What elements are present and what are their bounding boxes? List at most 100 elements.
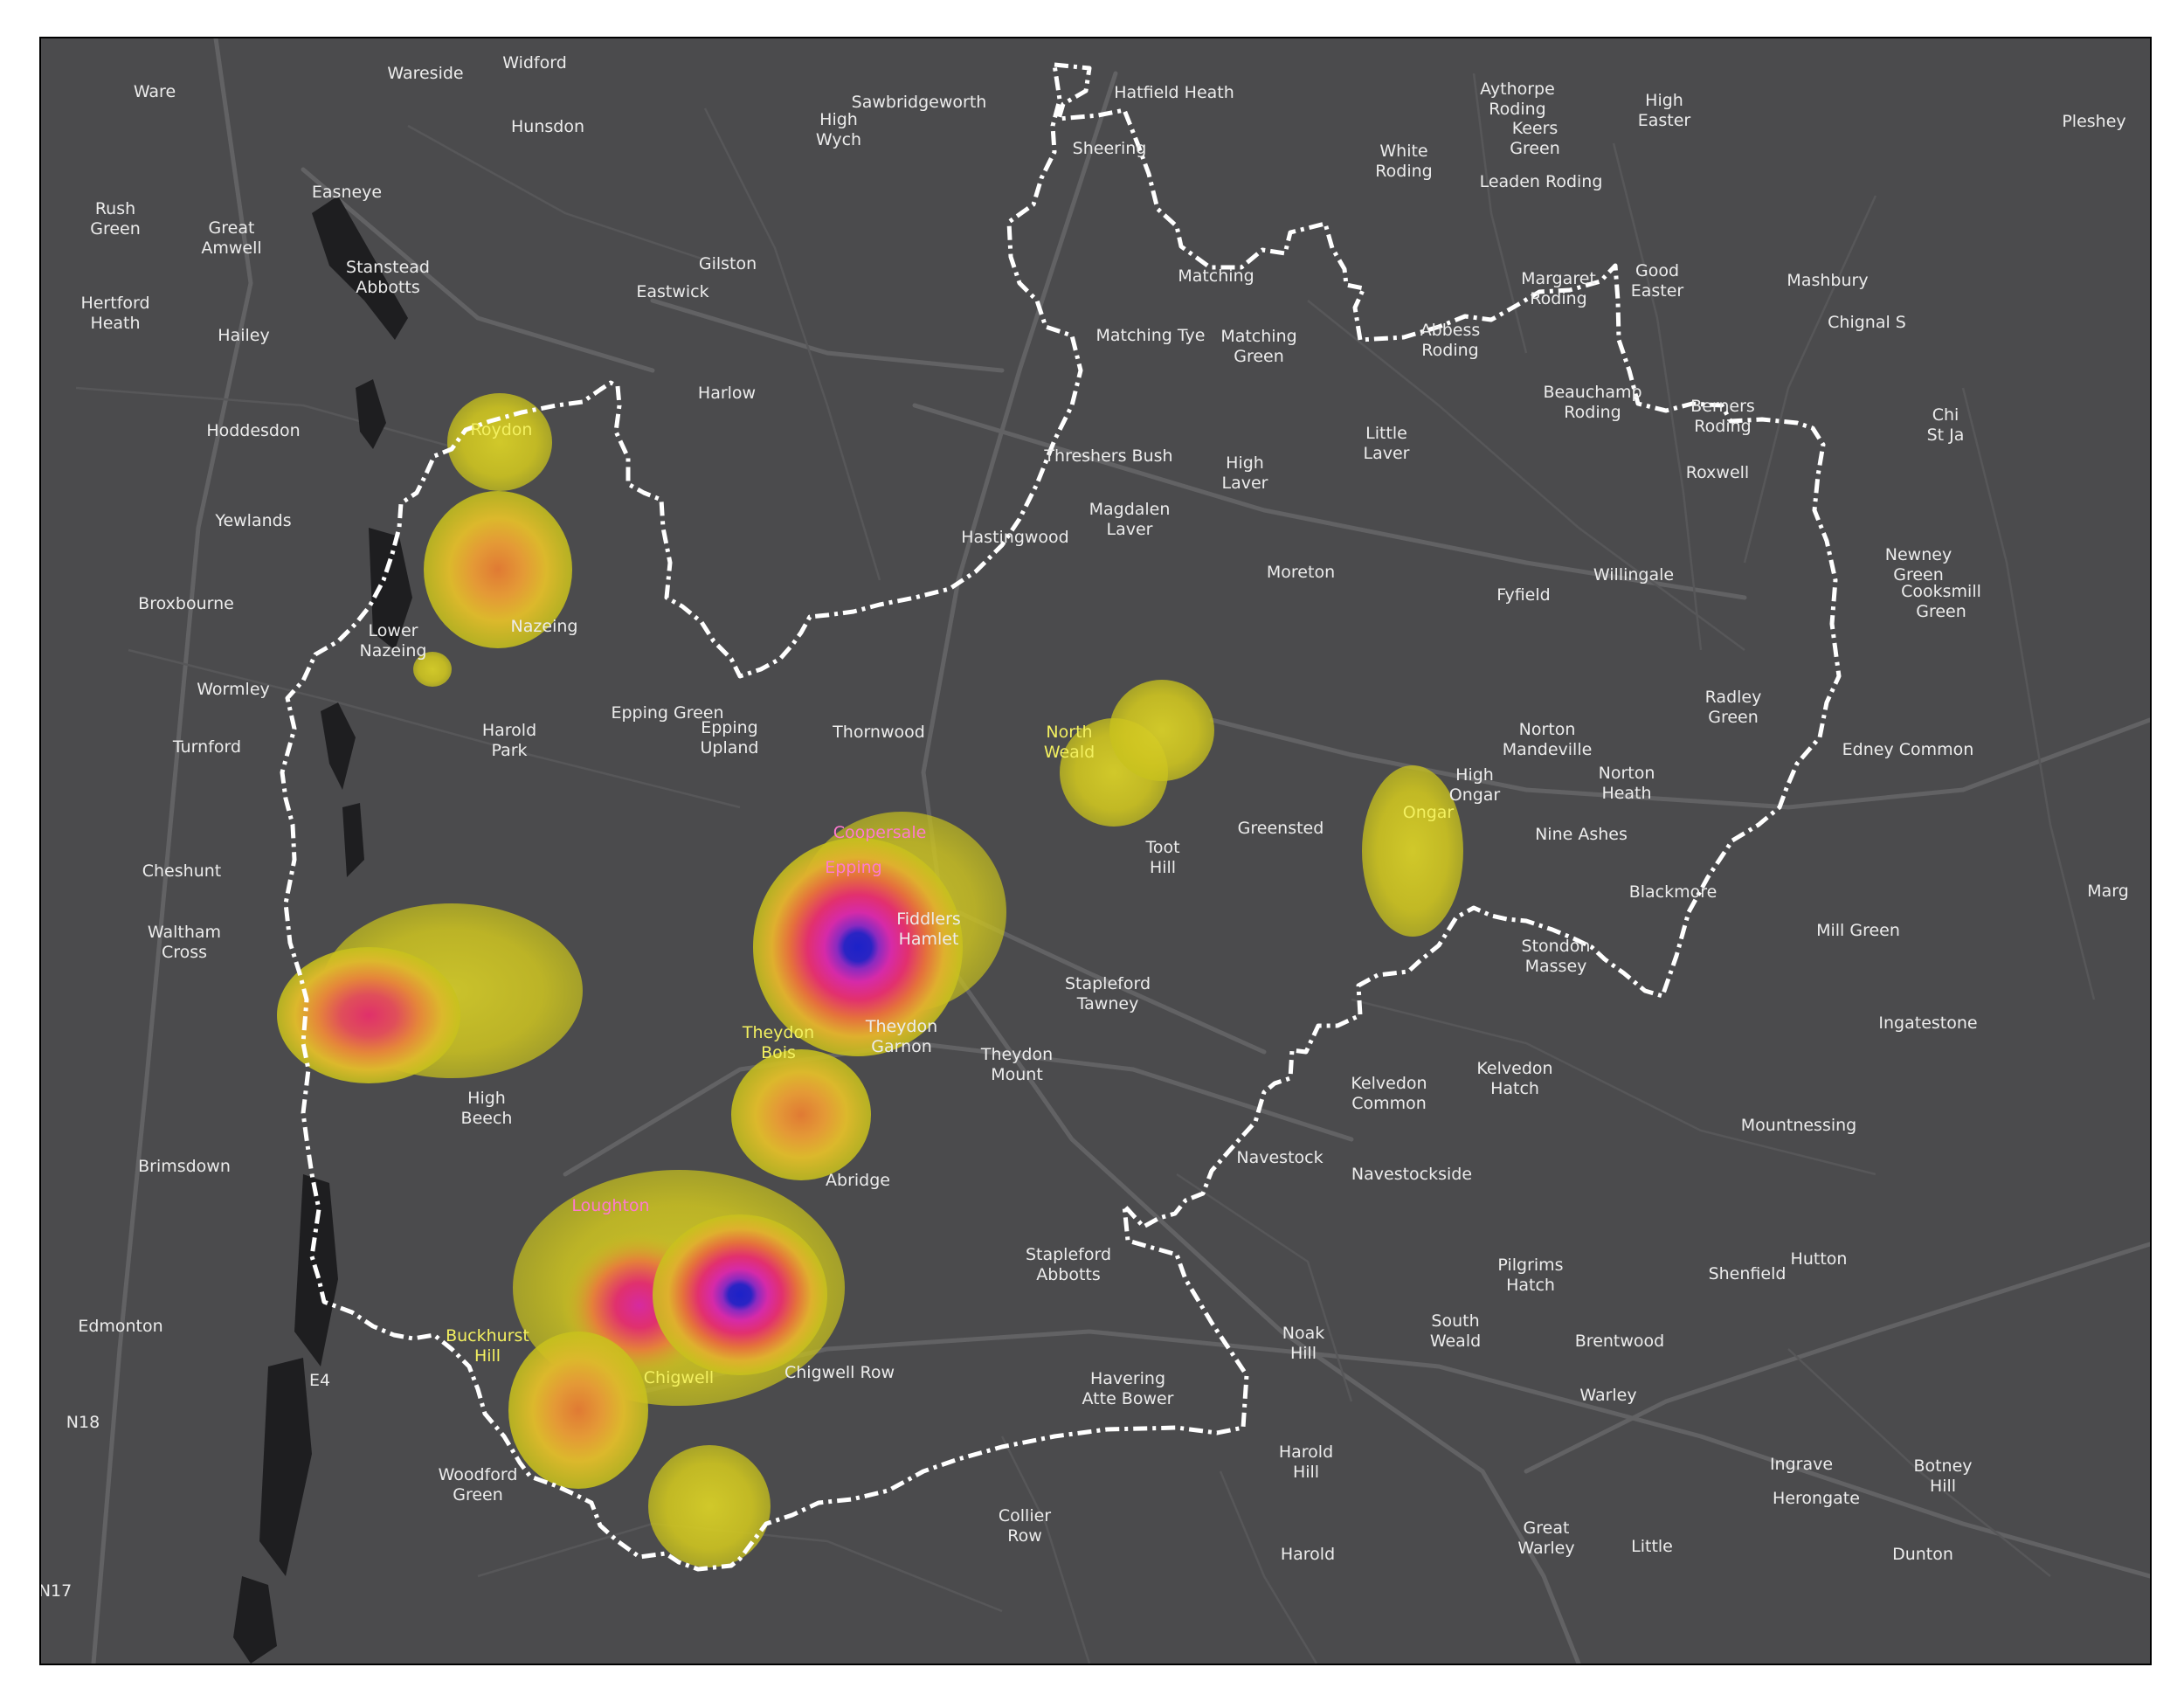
- place-label-line: High: [1455, 765, 1494, 785]
- place-label-line: Abbotts: [356, 278, 420, 297]
- place-label-line: Green: [1893, 565, 1944, 585]
- place-label-line: Hastingwood: [961, 528, 1069, 547]
- place-label-line: Wareside: [387, 64, 463, 83]
- place-label-line: Heath: [1601, 784, 1651, 803]
- place-label-line: Greensted: [1238, 819, 1324, 838]
- place-label-line: Chi: [1932, 405, 1959, 425]
- place-label-line: Roding: [1421, 341, 1478, 360]
- place-label-chigwell: Chigwell: [644, 1368, 714, 1387]
- place-label-line: Waltham: [148, 923, 221, 942]
- place-label-line: Roding: [1694, 417, 1751, 436]
- place-labels: Wareside Widford Ware Hunsdon Sawbridgeworth…: [41, 53, 2129, 1601]
- place-label-line: Mandeville: [1503, 740, 1593, 759]
- place-label-line: Garnon: [871, 1037, 932, 1056]
- place-label-line: Cooksmill: [1901, 582, 1981, 601]
- place-label-fiddlers-hamlet: Fiddlers Hamlet: [896, 910, 961, 949]
- place-label-line: Hunsdon: [511, 117, 584, 136]
- place-label-epping-green: Epping Green: [611, 703, 723, 723]
- place-label-line: Fiddlers: [896, 910, 961, 929]
- place-label-sheering: Sheering: [1073, 139, 1147, 158]
- place-label-hoddesdon: Hoddesdon: [206, 421, 300, 440]
- place-label-line: Hill: [1293, 1463, 1319, 1482]
- place-label-line: Cheshunt: [142, 861, 221, 881]
- place-label-abridge: Abridge: [826, 1171, 890, 1190]
- place-label-norton-heath: Norton Heath: [1599, 764, 1655, 803]
- place-label-n18: N18: [66, 1413, 100, 1432]
- place-label-line: Common: [1351, 1094, 1427, 1113]
- place-label-line: St Ja: [1927, 425, 1965, 445]
- place-label-line: Willingale: [1593, 565, 1674, 585]
- place-label-line: Abridge: [826, 1171, 890, 1190]
- place-label-leaden-roding: Leaden Roding: [1480, 172, 1603, 191]
- place-label-line: Theydon: [865, 1017, 937, 1036]
- place-label-line: Ingrave: [1770, 1455, 1833, 1474]
- place-label-chi-st-ja: Chi St Ja: [1927, 405, 1965, 445]
- place-label-ingrave: Ingrave: [1770, 1455, 1833, 1474]
- place-label-line: Edney Common: [1842, 740, 1974, 759]
- place-label-chigwell-row: Chigwell Row: [784, 1363, 895, 1382]
- place-label-high-laver: High Laver: [1222, 453, 1268, 493]
- place-label-line: Woodford: [439, 1465, 518, 1484]
- place-label-high-wych: High Wych: [816, 110, 861, 149]
- place-label-line: Bois: [761, 1043, 796, 1062]
- place-label-theydon-mount: Theydon Mount: [980, 1045, 1053, 1084]
- place-label-line: Threshers Bush: [1043, 446, 1172, 466]
- place-label-south-weald: South Weald: [1430, 1311, 1481, 1351]
- place-label-mashbury: Mashbury: [1787, 271, 1868, 290]
- place-label-line: Hatch: [1490, 1079, 1539, 1098]
- place-label-line: Buckhurst: [446, 1326, 529, 1346]
- heatmap-map[interactable]: Wareside Widford Ware Hunsdon Sawbridgeworth…: [41, 38, 2150, 1664]
- place-label-line: Mill Green: [1816, 921, 1900, 940]
- place-label-line: E4: [309, 1371, 330, 1390]
- place-label-high-easter: High Easter: [1638, 91, 1691, 130]
- place-label-white-roding: White Roding: [1375, 142, 1432, 181]
- place-label-line: Magdalen: [1089, 500, 1171, 519]
- place-label-line: Leaden Roding: [1480, 172, 1603, 191]
- place-label-brentwood: Brentwood: [1575, 1332, 1664, 1351]
- place-label-line: Roding: [1489, 100, 1545, 119]
- place-label-line: Weald: [1044, 743, 1095, 762]
- place-label-line: Roydon: [471, 420, 533, 439]
- place-label-harold: Harold: [1281, 1545, 1335, 1564]
- place-label-line: Nazeing: [511, 617, 578, 636]
- place-label-kelvedon-hatch: Kelvedon Hatch: [1476, 1059, 1552, 1098]
- place-label-marg: Marg: [2087, 882, 2129, 901]
- place-label-line: Navestockside: [1351, 1165, 1472, 1184]
- place-label-line: Sawbridgeworth: [852, 93, 987, 112]
- place-label-line: Keers: [1512, 119, 1559, 138]
- place-label-line: Norton: [1599, 764, 1655, 783]
- place-label-hutton: Hutton: [1791, 1249, 1848, 1269]
- place-label-noak-hill: Noak Hill: [1282, 1324, 1324, 1363]
- place-label-stanstead-abbotts: Stanstead Abbotts: [346, 258, 430, 297]
- place-label-aythorpe-roding: Aythorpe Roding: [1480, 80, 1555, 119]
- place-label-line: Ingatestone: [1878, 1013, 1977, 1033]
- place-label-line: Epping: [701, 718, 758, 737]
- hotspot-nazeing: [424, 491, 572, 648]
- map-frame[interactable]: Wareside Widford Ware Hunsdon Sawbridgeworth…: [39, 37, 2152, 1665]
- hotspot-chigwell: [648, 1445, 771, 1567]
- place-label-line: Hamlet: [899, 930, 959, 949]
- place-label-hertford-heath: Hertford Heath: [80, 294, 149, 333]
- place-label-wormley: Wormley: [197, 680, 270, 699]
- place-label-buckhurst-hill: Buckhurst Hill: [446, 1326, 529, 1366]
- place-label-line: Good: [1635, 261, 1679, 280]
- place-label-line: Hatfield Heath: [1114, 83, 1234, 102]
- place-label-line: High: [1226, 453, 1264, 473]
- place-label-rush-green: Rush Green: [90, 199, 141, 239]
- place-label-line: N17: [41, 1581, 72, 1601]
- place-label-line: Tawney: [1076, 994, 1139, 1013]
- place-label-line: Roxwell: [1686, 463, 1749, 482]
- place-label-line: Stapleford: [1065, 974, 1151, 993]
- place-label-navestockside: Navestockside: [1351, 1165, 1472, 1184]
- place-label-line: Aythorpe: [1480, 80, 1555, 99]
- place-label-hailey: Hailey: [218, 326, 269, 345]
- place-label-dunton: Dunton: [1892, 1545, 1953, 1564]
- place-label-line: Norton: [1519, 720, 1576, 739]
- place-label-matching-green: Matching Green: [1220, 327, 1296, 366]
- place-label-kelvedon-common: Kelvedon Common: [1351, 1074, 1427, 1113]
- place-label-line: Beauchamp: [1543, 383, 1641, 402]
- place-label-brimsdown: Brimsdown: [138, 1157, 231, 1176]
- place-label-line: Hertford: [80, 294, 149, 313]
- place-label-threshers-bush: Threshers Bush: [1043, 446, 1172, 466]
- place-label-good-easter: Good Easter: [1631, 261, 1684, 301]
